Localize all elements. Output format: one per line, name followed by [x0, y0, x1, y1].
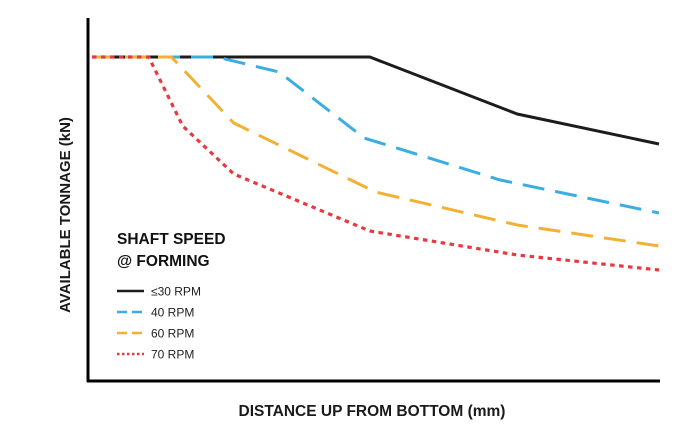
- legend-label-60-rpm: 60 RPM: [151, 327, 194, 341]
- legend-item-70-rpm: 70 RPM: [117, 348, 194, 362]
- series-line-60-rpm: [92, 55, 660, 248]
- legend-label-40-rpm: 40 RPM: [151, 306, 194, 320]
- series-line-30-rpm: [92, 55, 660, 146]
- legend-label-70-rpm: 70 RPM: [151, 348, 194, 362]
- series-line-70-rpm: [92, 55, 660, 272]
- legend-item-40-rpm: 40 RPM: [117, 306, 194, 320]
- x-axis-title: DISTANCE UP FROM BOTTOM (mm): [239, 403, 506, 420]
- legend: SHAFT SPEED @ FORMING ≤30 RPM 40 RPM 60 RP…: [117, 231, 226, 362]
- legend-items: ≤30 RPM 40 RPM 60 RPM 70 RPM: [117, 285, 201, 362]
- legend-title-line-1: SHAFT SPEED: [117, 231, 226, 248]
- legend-label-30-rpm: ≤30 RPM: [151, 285, 201, 299]
- legend-item-30-rpm: ≤30 RPM: [117, 285, 201, 299]
- series-lines: [92, 55, 660, 272]
- legend-title-line-2: @ FORMING: [117, 253, 210, 270]
- y-axis-title: AVAILABLE TONNAGE (kN): [57, 117, 74, 313]
- legend-item-60-rpm: 60 RPM: [117, 327, 194, 341]
- series-line-40-rpm: [92, 55, 660, 215]
